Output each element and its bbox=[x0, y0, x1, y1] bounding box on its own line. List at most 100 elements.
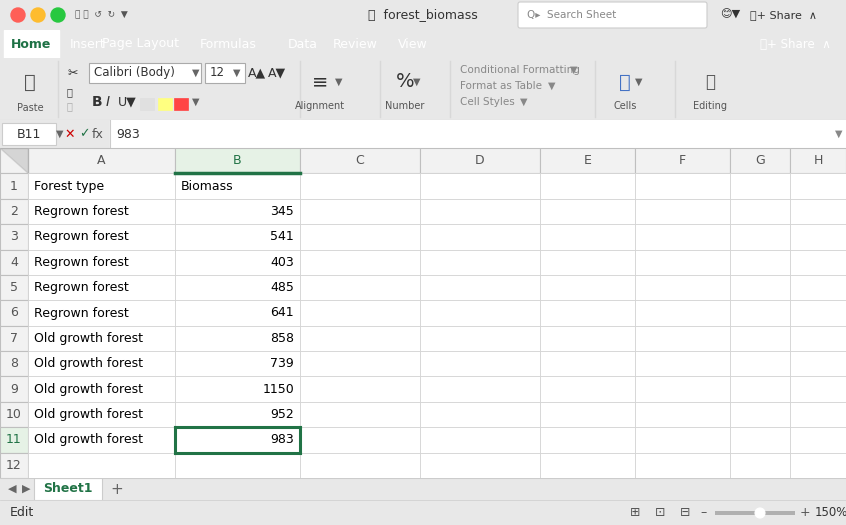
Bar bbox=[540, 427, 635, 453]
Bar bbox=[420, 275, 540, 300]
Text: 1: 1 bbox=[10, 180, 18, 193]
Bar bbox=[28, 249, 175, 275]
Bar bbox=[300, 224, 420, 249]
Bar bbox=[715, 511, 795, 515]
Bar bbox=[420, 148, 540, 173]
Text: ▼: ▼ bbox=[834, 129, 842, 139]
Text: Alignment: Alignment bbox=[295, 101, 345, 111]
Bar bbox=[175, 199, 300, 224]
Bar bbox=[790, 326, 846, 351]
Text: Conditional Formatting: Conditional Formatting bbox=[460, 65, 580, 75]
Bar bbox=[175, 173, 300, 199]
Text: 541: 541 bbox=[270, 230, 294, 244]
Bar bbox=[300, 173, 420, 199]
Text: Old growth forest: Old growth forest bbox=[34, 383, 143, 396]
Text: 5: 5 bbox=[10, 281, 18, 294]
Bar bbox=[0, 427, 28, 453]
Bar bbox=[300, 376, 420, 402]
Text: fx: fx bbox=[92, 128, 104, 141]
Bar bbox=[175, 326, 300, 351]
Text: ▼: ▼ bbox=[635, 77, 642, 87]
Bar bbox=[0, 351, 28, 376]
Bar bbox=[300, 275, 420, 300]
Bar bbox=[635, 376, 730, 402]
Bar bbox=[175, 376, 300, 402]
Text: ▶: ▶ bbox=[22, 484, 30, 494]
Bar bbox=[28, 351, 175, 376]
Bar bbox=[175, 148, 300, 173]
Text: 7: 7 bbox=[10, 332, 18, 345]
Bar bbox=[730, 249, 790, 275]
Bar bbox=[28, 199, 175, 224]
Bar bbox=[0, 376, 28, 402]
Bar bbox=[420, 300, 540, 326]
Bar bbox=[300, 300, 420, 326]
Text: ⬛: ⬛ bbox=[619, 72, 631, 91]
Text: ✓: ✓ bbox=[79, 128, 89, 141]
Bar bbox=[175, 351, 300, 376]
Text: Edit: Edit bbox=[10, 507, 34, 520]
Text: Cells: Cells bbox=[613, 101, 637, 111]
Bar bbox=[540, 402, 635, 427]
Bar bbox=[28, 224, 175, 249]
Text: 6: 6 bbox=[10, 307, 18, 320]
Text: Regrown forest: Regrown forest bbox=[34, 230, 129, 244]
Text: 3: 3 bbox=[10, 230, 18, 244]
FancyBboxPatch shape bbox=[518, 2, 707, 28]
Text: B11: B11 bbox=[17, 128, 41, 141]
Bar bbox=[790, 275, 846, 300]
Bar bbox=[420, 453, 540, 478]
Text: Home: Home bbox=[11, 37, 52, 50]
Text: 10: 10 bbox=[6, 408, 22, 421]
Polygon shape bbox=[0, 148, 28, 173]
Bar bbox=[140, 98, 154, 110]
Bar bbox=[635, 199, 730, 224]
Bar bbox=[730, 376, 790, 402]
Bar bbox=[420, 173, 540, 199]
Text: 983: 983 bbox=[116, 128, 140, 141]
Text: 12: 12 bbox=[210, 67, 225, 79]
Text: ⬜ ⬜  ↺  ↻  ▼: ⬜ ⬜ ↺ ↻ ▼ bbox=[75, 10, 128, 19]
Bar bbox=[0, 453, 28, 478]
Bar bbox=[635, 173, 730, 199]
Text: Regrown forest: Regrown forest bbox=[34, 256, 129, 269]
Bar bbox=[0, 173, 28, 199]
Text: ⊞: ⊞ bbox=[630, 507, 640, 520]
Text: Q▸  Search Sheet: Q▸ Search Sheet bbox=[527, 10, 616, 20]
Text: A▼: A▼ bbox=[268, 67, 286, 79]
Text: ▼: ▼ bbox=[520, 97, 528, 107]
Bar bbox=[4, 30, 59, 58]
Bar bbox=[635, 402, 730, 427]
Text: View: View bbox=[398, 37, 428, 50]
Bar bbox=[175, 427, 300, 453]
Bar bbox=[420, 427, 540, 453]
Bar bbox=[540, 453, 635, 478]
Bar bbox=[635, 300, 730, 326]
Text: 2: 2 bbox=[10, 205, 18, 218]
Bar bbox=[540, 199, 635, 224]
Bar bbox=[28, 173, 175, 199]
Text: Page Layout: Page Layout bbox=[102, 37, 179, 50]
Text: B: B bbox=[233, 154, 242, 167]
Bar bbox=[420, 376, 540, 402]
Text: Regrown forest: Regrown forest bbox=[34, 307, 129, 320]
Bar bbox=[420, 402, 540, 427]
Bar bbox=[300, 402, 420, 427]
Bar bbox=[540, 326, 635, 351]
Text: Review: Review bbox=[332, 37, 377, 50]
Bar bbox=[28, 453, 175, 478]
Text: 11: 11 bbox=[6, 434, 22, 446]
Text: Calibri (Body): Calibri (Body) bbox=[94, 67, 175, 79]
Text: 739: 739 bbox=[270, 358, 294, 370]
Text: 1150: 1150 bbox=[262, 383, 294, 396]
Bar bbox=[0, 148, 28, 173]
Text: ▼: ▼ bbox=[570, 65, 578, 75]
Text: A: A bbox=[97, 154, 106, 167]
Text: ⊟: ⊟ bbox=[680, 507, 690, 520]
Text: Paste: Paste bbox=[17, 103, 43, 113]
Bar bbox=[540, 376, 635, 402]
Bar bbox=[175, 402, 300, 427]
Bar bbox=[540, 351, 635, 376]
Bar bbox=[540, 275, 635, 300]
Bar bbox=[790, 351, 846, 376]
